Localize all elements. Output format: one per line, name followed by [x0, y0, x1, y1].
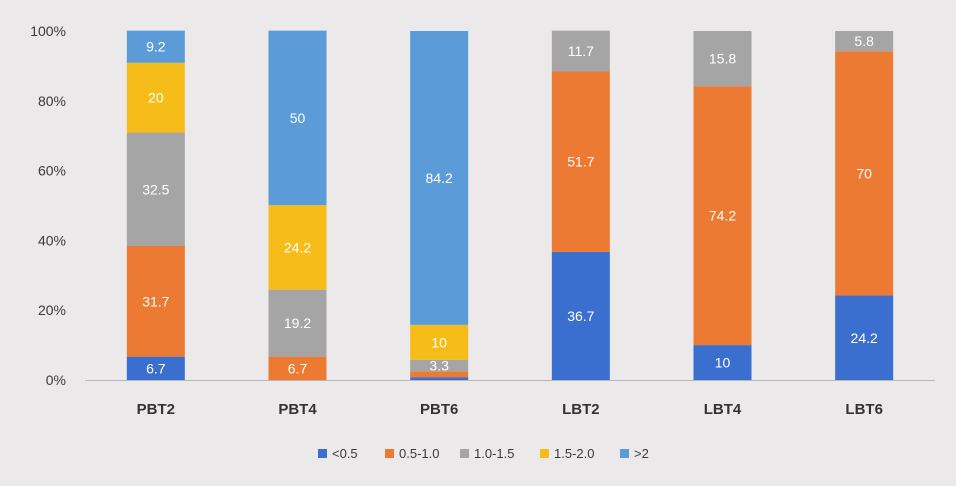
axis-layer: 0% 20% 40% 60% 80% 100% PBT2 PBT4 PBT6 LBT2 LBT4 LB…: [30, 23, 935, 418]
bar-segment-lbt4-2: [693, 31, 752, 87]
bar-segment-lbt2-0: [551, 251, 610, 380]
bar-segment-lbt6-1: [835, 51, 894, 296]
data-label: 36.7: [567, 308, 594, 324]
bar-segment-pbt2-1: [126, 245, 185, 357]
y-tick-label: 40%: [38, 232, 66, 248]
y-tick-label: 60%: [38, 163, 66, 179]
legend: <0.5 0.5-1.0 1.0-1.5 1.5-2.0 >2: [318, 446, 649, 461]
bar-segment-lbt6-0: [835, 295, 894, 380]
data-label: 19.2: [284, 315, 311, 331]
data-label: 20: [148, 90, 164, 106]
data-label: 24.2: [851, 330, 878, 346]
bar-segment-pbt2-2: [126, 132, 185, 246]
bar-segment-lbt4-0: [693, 345, 752, 380]
data-label: 31.7: [142, 293, 169, 309]
bar-segment-pbt6-2: [410, 359, 469, 372]
y-tick-label: 20%: [38, 302, 66, 318]
data-label: 3.3: [429, 358, 449, 374]
bar-segment-pbt6-3: [410, 324, 469, 360]
legend-swatch: [540, 449, 549, 458]
data-label: 84.2: [426, 170, 453, 186]
data-label: 24.2: [284, 239, 311, 255]
legend-label: 1.0-1.5: [474, 446, 514, 461]
bar-segment-pbt4-2: [268, 289, 327, 357]
legend-swatch: [385, 449, 394, 458]
data-label: 50: [290, 110, 306, 126]
legend-swatch: [318, 449, 327, 458]
bar-segment-pbt6-0: [410, 377, 469, 380]
bar-segment-lbt6-2: [835, 31, 894, 52]
bar-segment-pbt6-1: [410, 371, 469, 378]
x-tick-label: PBT2: [137, 401, 175, 418]
data-label: 15.8: [709, 51, 736, 67]
bar-segment-pbt4-1: [268, 356, 327, 380]
data-label: 74.2: [709, 208, 736, 224]
bar-segment-pbt4-3: [268, 205, 327, 290]
legend-swatch: [620, 449, 629, 458]
x-tick-label: PBT4: [278, 401, 317, 418]
data-label: 10: [431, 334, 447, 350]
data-label: 10: [715, 355, 731, 371]
data-label: 6.7: [288, 360, 308, 376]
y-tick-label: 100%: [30, 23, 66, 39]
data-label: 70: [856, 165, 872, 181]
data-label: 32.5: [142, 181, 169, 197]
data-label: 9.2: [146, 39, 166, 55]
x-tick-label: LBT4: [704, 401, 742, 418]
x-tick-label: LBT6: [845, 401, 883, 418]
data-label: 51.7: [567, 154, 594, 170]
bar-segment-pbt2-3: [126, 62, 185, 133]
legend-label: >2: [634, 446, 649, 461]
legend-label: 1.5-2.0: [554, 446, 594, 461]
legend-label: <0.5: [332, 446, 358, 461]
x-tick-label: LBT2: [562, 401, 600, 418]
y-tick-label: 80%: [38, 93, 66, 109]
bar-segment-pbt2-0: [126, 356, 185, 380]
bars-layer: [126, 30, 894, 380]
bar-segment-lbt2-1: [551, 71, 610, 252]
y-tick-label: 0%: [46, 372, 66, 388]
legend-swatch: [460, 449, 469, 458]
x-tick-label: PBT6: [420, 401, 458, 418]
bar-segment-lbt2-2: [551, 30, 610, 72]
data-label: 11.7: [568, 43, 594, 59]
data-label: 6.7: [146, 360, 166, 376]
bar-segment-pbt6-4: [410, 31, 469, 325]
bar-segment-pbt2-4: [126, 30, 185, 63]
legend-label: 0.5-1.0: [399, 446, 439, 461]
data-labels-layer: 6.7 31.7 32.5 20 9.2 6.7 19.2 24.2 50 3.3 10 84.2 36…: [142, 33, 878, 376]
bar-segment-lbt4-1: [693, 86, 752, 346]
bar-segment-pbt4-4: [268, 30, 327, 206]
data-label: 5.8: [854, 33, 874, 49]
